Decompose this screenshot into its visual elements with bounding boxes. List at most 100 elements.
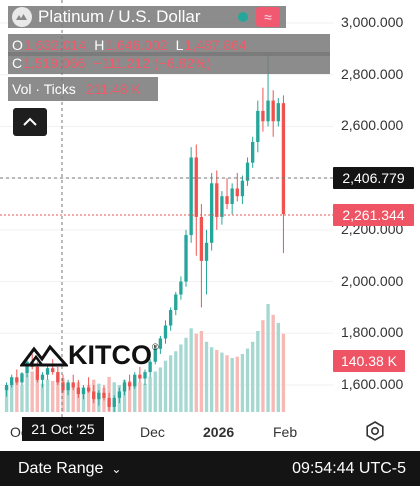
close-label: C bbox=[12, 55, 23, 71]
volume-bar bbox=[4, 387, 9, 412]
volume-bar bbox=[276, 322, 280, 412]
candle-body bbox=[266, 100, 270, 122]
volume-bar bbox=[256, 331, 260, 412]
last-price-tag: 2,261.344 bbox=[333, 204, 414, 226]
volume-bar bbox=[271, 314, 275, 412]
candle-body bbox=[138, 374, 142, 379]
volume-legend[interactable]: Vol · Ticks 211.48 K bbox=[8, 77, 158, 101]
kitco-logo: KITCO ® bbox=[20, 340, 159, 371]
volume-bar bbox=[66, 386, 70, 412]
price-axis-label: 2,800.000 bbox=[341, 65, 404, 82]
collapse-legend-button[interactable] bbox=[13, 108, 47, 136]
candle-body bbox=[107, 397, 111, 407]
candle-body bbox=[230, 188, 234, 204]
candle-body bbox=[235, 188, 239, 197]
candle-body bbox=[112, 397, 116, 407]
time-label-dec: Dec bbox=[140, 424, 165, 440]
open-value: 1,632.014 bbox=[23, 37, 87, 53]
price-axis-label: 1,800.000 bbox=[341, 324, 404, 341]
candle-body bbox=[256, 110, 260, 142]
candle-body bbox=[220, 196, 224, 217]
volume-bar bbox=[45, 379, 50, 412]
volume-bar bbox=[245, 348, 250, 412]
candle-body bbox=[10, 377, 14, 385]
volume-label: Vol · Ticks bbox=[12, 81, 76, 97]
volume-bar bbox=[179, 344, 183, 412]
time-label-feb: Feb bbox=[273, 424, 298, 440]
volume-bar bbox=[40, 383, 45, 412]
clock-time[interactable]: 09:54:44 UTC-5 bbox=[292, 459, 406, 477]
candle-body bbox=[215, 183, 219, 217]
candle-body bbox=[20, 373, 24, 383]
candle-body bbox=[209, 183, 214, 243]
low-value: 1,487.864 bbox=[184, 37, 247, 53]
candle-body bbox=[4, 385, 9, 391]
volume-bar bbox=[133, 378, 137, 412]
volume-bar bbox=[10, 382, 14, 412]
volume-bar bbox=[240, 353, 245, 412]
candle-body bbox=[56, 372, 60, 383]
registered-mark: ® bbox=[152, 342, 159, 352]
volume-bar bbox=[127, 380, 132, 412]
volume-bar bbox=[215, 349, 219, 412]
candle-body bbox=[179, 281, 183, 295]
volume-bar bbox=[194, 333, 198, 412]
volume-bar bbox=[163, 360, 168, 412]
candle-body bbox=[81, 387, 86, 395]
close-legend: C 1,519.066 −111.212 (−6.82%) bbox=[8, 52, 330, 74]
candle-body bbox=[102, 392, 106, 398]
wave-icon[interactable]: ≈ bbox=[256, 7, 280, 27]
symbol-legend[interactable]: Platinum / U.S. Dollar ≈ bbox=[8, 6, 286, 28]
volume-bar bbox=[174, 351, 178, 412]
volume-bar bbox=[61, 378, 65, 412]
candle-body bbox=[117, 391, 122, 398]
volume-bar bbox=[143, 383, 147, 412]
chevron-down-icon: ⌄ bbox=[111, 461, 122, 476]
candle-body bbox=[271, 100, 275, 122]
candle-body bbox=[281, 103, 286, 215]
candle-body bbox=[25, 361, 29, 374]
market-status-icon bbox=[238, 12, 248, 22]
candle-body bbox=[163, 325, 168, 339]
candle-body bbox=[199, 216, 204, 261]
candle-body bbox=[15, 377, 19, 383]
gear-icon[interactable] bbox=[364, 420, 386, 442]
candle-body bbox=[61, 382, 65, 391]
ohlc-legend: O 1,632.014 H 1,646.002 L 1,487.864 bbox=[8, 34, 330, 56]
volume-bar bbox=[184, 337, 188, 412]
candle-body bbox=[51, 368, 55, 373]
candle-body bbox=[71, 382, 75, 388]
volume-bar bbox=[281, 333, 286, 412]
price-chart[interactable] bbox=[0, 0, 420, 451]
volume-bar bbox=[56, 375, 60, 412]
volume-bar bbox=[251, 341, 255, 412]
candle-body bbox=[127, 382, 132, 387]
volume-bar bbox=[30, 371, 34, 412]
crosshair-price-tag: 2,406.779 bbox=[333, 167, 414, 189]
candle-body bbox=[168, 310, 173, 326]
open-label: O bbox=[12, 37, 23, 53]
volume-bar bbox=[235, 356, 239, 412]
bottom-bar: Date Range ⌄ 09:54:44 UTC-5 bbox=[0, 451, 420, 486]
candle-body bbox=[40, 374, 45, 380]
crosshair-date-tag: 21 Oct '25 bbox=[22, 417, 104, 441]
volume-bar bbox=[86, 385, 91, 412]
volume-bar bbox=[51, 380, 55, 412]
date-range-button[interactable]: Date Range ⌄ bbox=[18, 460, 121, 478]
high-label: H bbox=[94, 37, 105, 53]
candle-body bbox=[122, 382, 127, 392]
volume-bar bbox=[209, 347, 214, 412]
candle-body bbox=[194, 157, 198, 217]
volume-bar bbox=[168, 355, 173, 412]
kitco-mountain-icon bbox=[20, 344, 68, 366]
volume-value: 211.48 K bbox=[85, 81, 141, 97]
platinum-logo-icon bbox=[12, 7, 32, 27]
volume-bar bbox=[220, 352, 224, 412]
candle-body bbox=[45, 368, 50, 375]
volume-bar bbox=[35, 376, 39, 412]
volume-bar bbox=[25, 374, 29, 412]
price-axis-label: 3,000.000 bbox=[341, 14, 404, 30]
candle-body bbox=[86, 387, 91, 392]
candle-body bbox=[251, 141, 255, 163]
candle-body bbox=[153, 348, 157, 362]
